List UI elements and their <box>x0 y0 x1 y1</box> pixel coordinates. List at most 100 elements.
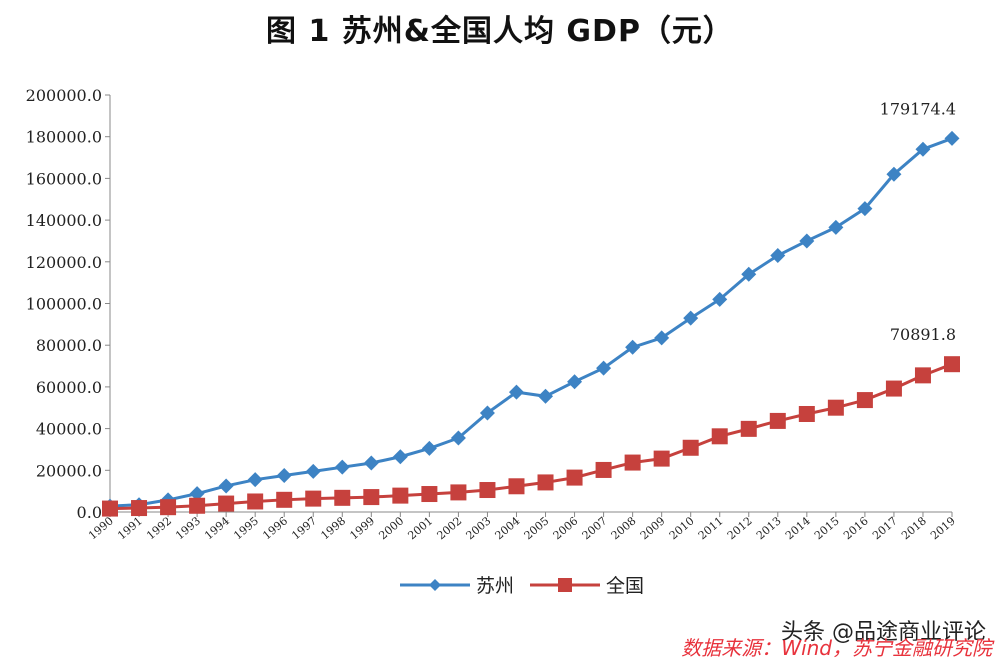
data-point <box>712 291 728 307</box>
data-point <box>334 459 350 475</box>
x-tick-label: 2003 <box>464 514 494 542</box>
data-point <box>189 497 206 514</box>
series-line-china <box>109 362 953 511</box>
data-point <box>392 487 409 504</box>
data-point <box>334 489 351 506</box>
y-axis: 0.0 20000.0 40000.0 60000.0 80000.0 100000.0 1… <box>26 86 111 522</box>
x-tick-label: 2006 <box>551 514 581 542</box>
data-point <box>624 454 641 471</box>
data-point <box>944 130 960 146</box>
data-point <box>566 469 583 486</box>
data-point <box>450 430 466 446</box>
x-tick-label: 1997 <box>289 514 319 542</box>
data-label: 70891.8 <box>890 325 956 344</box>
x-tick-label: 2004 <box>493 514 523 542</box>
data-point <box>856 392 873 409</box>
data-point <box>392 449 408 465</box>
x-tick-label: 2010 <box>667 514 697 542</box>
data-point <box>770 248 786 264</box>
y-tick-label: 160000.0 <box>26 169 102 188</box>
x-tick-label: 1994 <box>202 514 232 542</box>
data-point <box>915 141 931 157</box>
data-point <box>305 463 321 479</box>
end-labels: 179174.4 70891.8 <box>880 99 956 344</box>
x-tick-label: 2001 <box>406 514 436 542</box>
y-tick-label: 140000.0 <box>26 211 102 230</box>
x-tick-label: 1991 <box>115 514 145 542</box>
data-point <box>247 472 263 488</box>
x-axis: 1990 1991 1992 1993 1994 1995 1996 1997 1998 1999… <box>86 511 958 542</box>
y-tick-label: 60000.0 <box>36 378 102 397</box>
y-tick-label: 0.0 <box>77 503 102 522</box>
y-tick-label: 180000.0 <box>26 128 102 147</box>
data-point <box>769 412 786 429</box>
data-point <box>653 450 670 467</box>
x-tick-label: 2000 <box>376 514 406 542</box>
x-tick-label: 2019 <box>928 514 958 542</box>
data-point <box>537 474 554 491</box>
legend-marker <box>558 578 572 592</box>
data-point <box>827 399 844 416</box>
data-point <box>567 374 583 390</box>
data-point <box>625 339 641 355</box>
legend-marker <box>429 579 441 591</box>
x-tick-label: 2005 <box>522 514 552 542</box>
source-note: 数据来源：Wind，苏宁金融研究院 <box>681 636 992 660</box>
legend-label: 全国 <box>606 575 644 597</box>
x-tick-label: 2007 <box>580 514 610 542</box>
y-tick-label: 120000.0 <box>26 253 102 272</box>
data-point <box>305 490 322 507</box>
series-plot <box>102 130 960 517</box>
y-tick-label: 80000.0 <box>36 336 102 355</box>
data-point <box>131 500 148 517</box>
data-point <box>828 219 844 235</box>
data-point <box>363 455 379 471</box>
data-point <box>276 468 292 484</box>
x-tick-label: 1999 <box>347 514 377 542</box>
data-point <box>189 486 205 502</box>
data-point <box>799 233 815 249</box>
data-point <box>944 356 960 373</box>
data-point <box>595 461 612 478</box>
data-point <box>857 201 873 217</box>
data-point <box>276 491 293 508</box>
y-tick-label: 20000.0 <box>36 461 102 480</box>
x-tick-label: 2011 <box>696 514 726 542</box>
data-point <box>596 360 612 376</box>
x-tick-label: 2008 <box>609 514 639 542</box>
data-point <box>914 367 931 384</box>
chart-title: 图 1 苏州&全国人均 GDP（元） <box>266 14 734 49</box>
data-point <box>741 266 757 282</box>
legend-label: 苏州 <box>476 575 514 597</box>
data-point <box>218 495 235 512</box>
data-point <box>421 486 438 503</box>
data-label: 179174.4 <box>880 99 956 118</box>
data-point <box>538 388 554 404</box>
y-tick-label: 200000.0 <box>26 86 102 105</box>
x-tick-label: 2002 <box>435 514 465 542</box>
data-point <box>682 439 699 456</box>
data-point <box>654 330 670 346</box>
data-point <box>102 500 118 517</box>
x-tick-label: 2015 <box>812 514 842 542</box>
data-point <box>798 405 815 422</box>
x-tick-label: 1995 <box>231 514 261 542</box>
x-tick-label: 2013 <box>754 514 784 542</box>
x-tick-label: 2017 <box>870 514 900 542</box>
x-tick-label: 2016 <box>841 514 871 542</box>
y-tick-label: 100000.0 <box>26 295 102 314</box>
x-tick-label: 1996 <box>260 514 290 542</box>
x-tick-label: 2014 <box>783 514 813 542</box>
data-point <box>450 484 467 501</box>
data-point <box>218 478 234 494</box>
watermark-text: 头条 @品途商业评论 <box>781 614 986 646</box>
x-tick-label: 1993 <box>173 514 203 542</box>
data-point <box>247 493 264 510</box>
series-line-suzhou <box>109 137 953 508</box>
data-point <box>421 440 437 456</box>
data-point <box>479 405 495 421</box>
data-point <box>740 420 757 437</box>
x-tick-label: 1992 <box>144 514 174 542</box>
x-tick-label: 1998 <box>318 514 348 542</box>
